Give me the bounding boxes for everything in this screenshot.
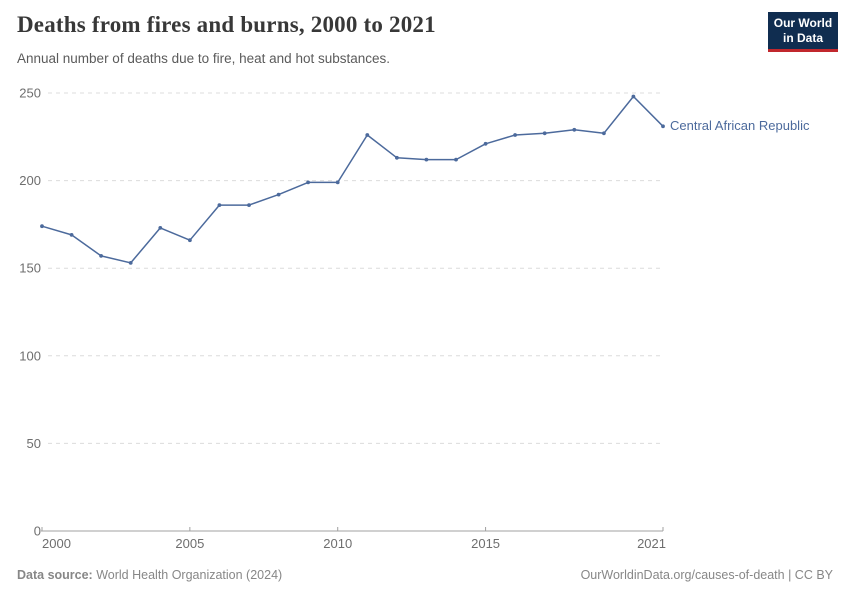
logo-line-2: in Data <box>782 31 823 45</box>
x-axis: 2000 2005 2010 2015 2021 <box>41 527 666 551</box>
svg-text:2000: 2000 <box>42 536 71 551</box>
data-source: Data source: World Health Organization (… <box>17 568 282 582</box>
svg-text:2015: 2015 <box>471 536 500 551</box>
owid-logo: Our World in Data <box>768 12 838 52</box>
y-axis: 0 50 100 150 200 250 <box>19 86 663 539</box>
svg-text:50: 50 <box>27 436 41 451</box>
logo-line-1: Our World <box>773 16 833 30</box>
data-source-value: World Health Organization (2024) <box>96 568 283 582</box>
series-label[interactable]: Central African Republic <box>670 118 810 133</box>
svg-text:0: 0 <box>34 524 41 539</box>
svg-text:150: 150 <box>19 261 41 276</box>
svg-text:100: 100 <box>19 348 41 363</box>
svg-text:250: 250 <box>19 86 41 101</box>
data-source-label: Data source: <box>17 568 93 582</box>
page-title: Deaths from fires and burns, 2000 to 202… <box>17 12 436 37</box>
svg-text:2021: 2021 <box>637 536 666 551</box>
svg-text:2010: 2010 <box>323 536 352 551</box>
svg-text:200: 200 <box>19 173 41 188</box>
svg-text:2005: 2005 <box>175 536 204 551</box>
chart-subtitle: Annual number of deaths due to fire, hea… <box>17 51 391 66</box>
series-line[interactable] <box>40 94 665 265</box>
chart-footer: Data source: World Health Organization (… <box>17 568 833 582</box>
credit-link[interactable]: OurWorldinData.org/causes-of-death | CC … <box>580 568 833 582</box>
